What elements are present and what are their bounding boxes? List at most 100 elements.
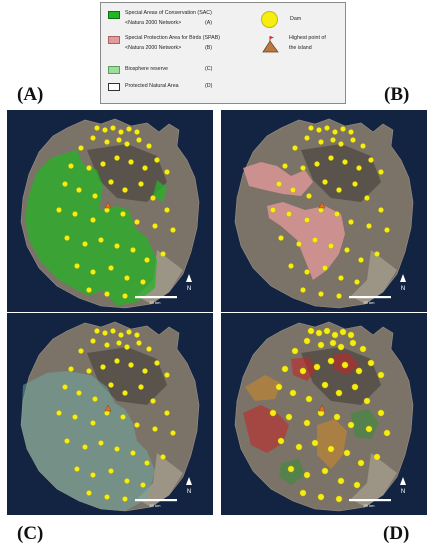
legend-sac-title: Special Areas of Conservation (SAC) [125,10,212,16]
dam-marker [160,251,166,257]
island-map: 20 km N [221,110,427,312]
dam-marker [164,207,170,213]
dam-marker [287,465,295,473]
dam-marker [164,372,170,378]
dam-marker [352,181,358,187]
north-label: N [401,286,405,292]
dam-marker [337,477,345,485]
highest-point-marker [104,201,112,209]
dam-marker [354,279,360,285]
dam-marker [315,329,323,337]
dam-icon [261,11,278,28]
biosphere-area [21,371,155,511]
dam-marker [270,207,276,213]
scale-bar [135,499,177,502]
dam-marker [94,328,100,334]
sac-swatch [108,11,120,19]
dam-marker [336,293,342,299]
dam-marker [82,444,88,450]
dam-marker [281,365,289,373]
dam-marker [78,348,84,354]
dam-marker [344,247,350,253]
dam-marker [110,328,116,334]
dam-marker [353,481,361,489]
dam-marker [68,366,74,372]
dam-marker [152,426,158,432]
dam-marker [317,493,325,501]
dam-marker [86,490,92,496]
dam-marker [337,343,345,351]
dam-marker [82,241,88,247]
north-arrow-icon [186,274,192,282]
dam-marker [120,211,126,217]
dam-marker [116,137,122,143]
dam-marker [90,217,96,223]
dam-marker [342,159,348,165]
dam-marker [72,414,78,420]
dam-marker [116,340,122,346]
dam-marker [377,409,385,417]
dam-marker [335,495,343,503]
dam-marker [94,125,100,131]
dam-marker [114,358,120,364]
dam-marker [130,247,136,253]
dam-marker [118,332,124,338]
dam-marker [299,489,307,497]
dam-marker [292,145,298,151]
dam-marker [334,211,340,217]
dam-marker [304,269,310,275]
dam-marker [307,327,315,335]
dam-marker [308,125,314,131]
dam-marker [122,390,128,396]
island-map: 20 km N [221,313,427,515]
dam-marker [377,371,385,379]
dam-marker [142,165,148,171]
dam-marker [339,328,347,336]
map-legend: Special Areas of Conservation (SAC) <Nat… [100,2,346,104]
dam-marker [76,187,82,193]
dam-marker [154,157,160,163]
dam-marker [327,357,335,365]
dam-marker [114,243,120,249]
panel-b-label: (B) [384,84,410,105]
dam-marker [104,494,110,500]
dam-marker [313,363,321,371]
dam-marker [348,129,354,135]
panel-d-label: (D) [383,523,410,544]
dam-marker [122,293,128,299]
dam-marker [122,187,128,193]
dam-marker [124,275,130,281]
map-panel-a: 20 km N [7,110,213,312]
dam-marker [300,165,306,171]
dam-marker [134,129,140,135]
dam-marker [62,384,68,390]
dam-marker [321,381,329,389]
dam-marker [277,437,285,445]
dam-marker [134,332,140,338]
dam-marker [74,466,80,472]
dam-marker [130,450,136,456]
mountain-ridge [87,144,167,202]
dam-marker [373,453,381,461]
legend-spab-network: <Natura 2000 Network> [125,45,182,51]
map-panel-b: 20 km N [221,110,427,312]
dam-marker [383,429,391,437]
dam-marker [120,414,126,420]
dam-marker [288,263,294,269]
dam-marker [144,460,150,466]
dam-marker [327,445,335,453]
north-arrow-icon [400,274,406,282]
protected-area-green [279,409,379,485]
dam-marker [128,362,134,368]
scale-label: 20 km [364,503,376,508]
dam-marker [170,227,176,233]
dam-marker [128,159,134,165]
dam-marker [364,195,370,201]
dam-marker [110,125,116,131]
north-label: N [187,286,191,292]
dam-marker [285,413,293,421]
island-map: 20 km N [7,110,213,312]
dam-marker [114,155,120,161]
north-label: N [401,489,405,495]
dam-marker [102,330,108,336]
